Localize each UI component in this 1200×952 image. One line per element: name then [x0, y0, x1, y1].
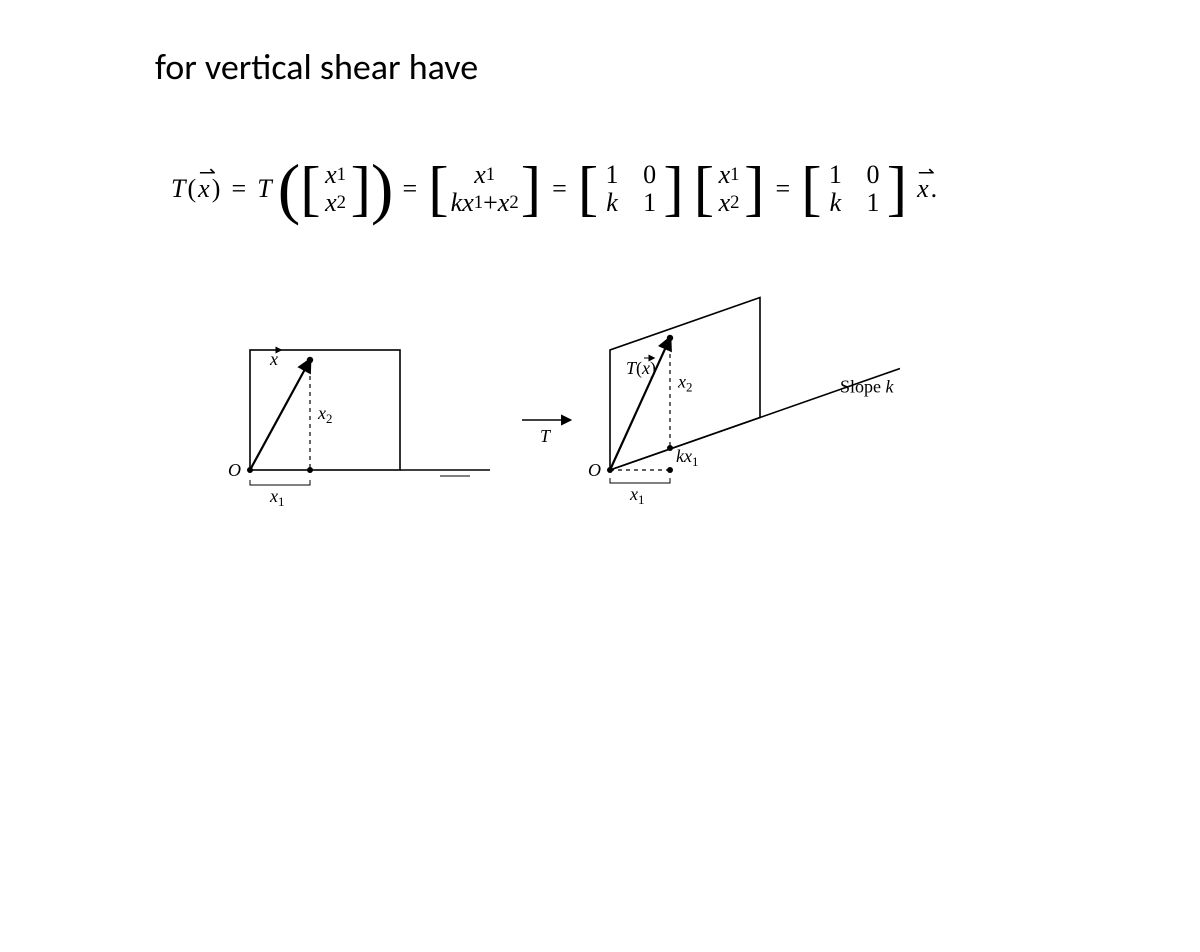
eq-equals-3: = — [543, 174, 576, 204]
eq-bracket-L-1: [ — [300, 162, 320, 217]
svg-text:x2: x2 — [317, 403, 332, 426]
eq-open-paren-1: ( — [187, 174, 196, 204]
eq-bracket-L-2: [ — [428, 162, 448, 217]
eq-T-lhs: T — [171, 174, 185, 204]
eq-bracket-R-4: ] — [744, 162, 764, 217]
svg-text:x2: x2 — [677, 372, 692, 395]
svg-text:T: T — [540, 426, 552, 446]
svg-text:Slope k: Slope k — [840, 377, 895, 397]
eq-vec-x-1: x⇀ — [198, 174, 210, 204]
eq-bracket-R-2: ] — [521, 162, 541, 217]
eq-bracket-R-3: ] — [663, 162, 683, 217]
eq-vec-x-final: x⇀ — [917, 174, 929, 204]
eq-matrix-2: 1 0 k 1 — [824, 161, 885, 217]
eq-bracket-R-1: ] — [351, 162, 371, 217]
svg-text:x1: x1 — [629, 484, 644, 507]
svg-text:x: x — [269, 349, 278, 369]
svg-text:T(x): T(x) — [626, 358, 656, 379]
eq-colvec-in: x1 x2 — [323, 161, 349, 217]
equation-row: T ( x⇀ ) = T ( [ x1 x2 ] ) = [ x1 kx — [170, 160, 938, 217]
eq-equals-2: = — [393, 174, 426, 204]
eq-bracket-R-5: ] — [887, 162, 907, 217]
eq-equals-1: = — [222, 174, 255, 204]
page: for vertical shear have T ( x⇀ ) = T ( [… — [0, 0, 1200, 952]
svg-text:x1: x1 — [269, 486, 284, 509]
eq-bracket-L-3: [ — [578, 162, 598, 217]
svg-text:O: O — [588, 460, 601, 480]
eq-equals-4: = — [766, 174, 799, 204]
eq-colvec-x: x1 x2 — [716, 161, 742, 217]
eq-T-rhs: T — [257, 174, 271, 204]
eq-bracket-L-5: [ — [801, 162, 821, 217]
heading-text: for vertical shear have — [155, 45, 478, 89]
eq-big-paren-L: ( — [278, 160, 301, 217]
shear-diagram: Ox x2 x1 T O T(x) x2 kx1 x1 Slope k — [200, 290, 900, 510]
eq-big-paren-R: ) — [371, 160, 394, 217]
svg-text:kx1: kx1 — [676, 446, 698, 469]
eq-bracket-L-4: [ — [694, 162, 714, 217]
equation: T ( x⇀ ) = T ( [ x1 x2 ] ) = [ x1 kx — [170, 160, 938, 217]
eq-colvec-out: x1 kx1 + x2 — [451, 161, 519, 217]
svg-text:O: O — [228, 460, 241, 480]
eq-matrix-1: 1 0 k 1 — [600, 161, 661, 217]
